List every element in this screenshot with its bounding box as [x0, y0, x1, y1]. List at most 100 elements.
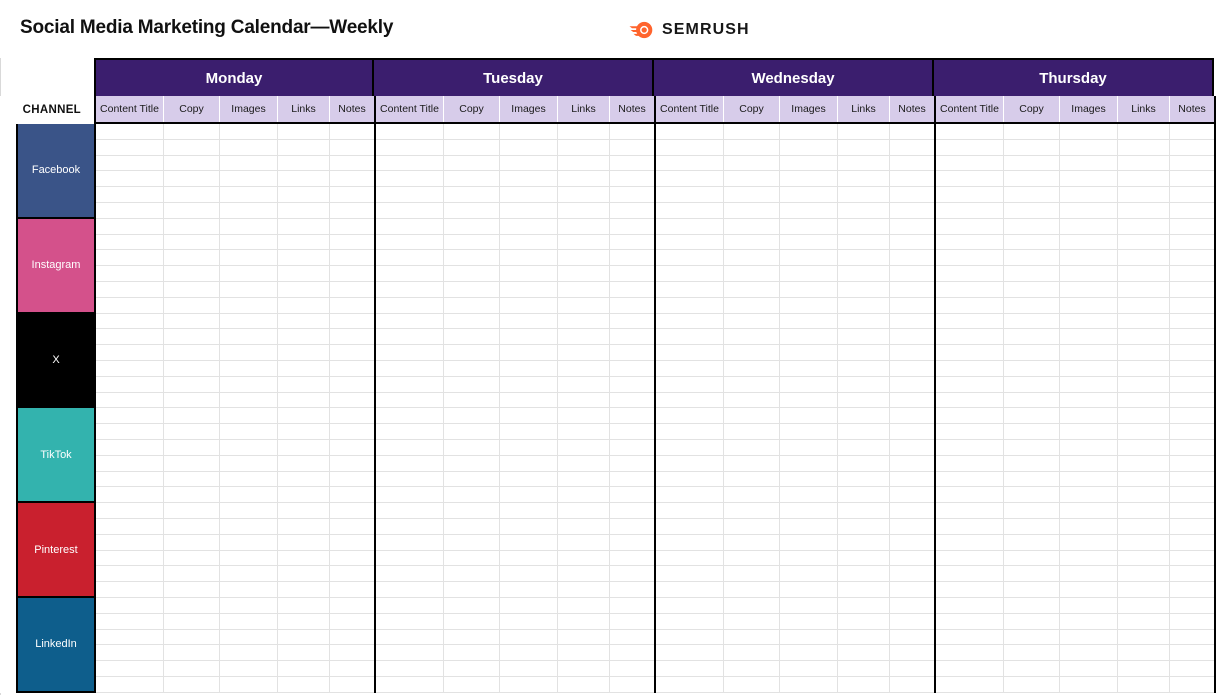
cell-linkedin-wednesday-content-title-1[interactable] — [656, 597, 724, 614]
cell-facebook-tuesday-images-2[interactable] — [500, 139, 558, 156]
cell-x-monday-notes-3[interactable] — [330, 345, 374, 361]
cell-tiktok-thursday-links-5[interactable] — [1118, 471, 1170, 488]
cell-instagram-thursday-content-title-3[interactable] — [936, 250, 1004, 267]
cell-linkedin-wednesday-images-2[interactable] — [780, 613, 838, 630]
cell-facebook-tuesday-copy-3[interactable] — [444, 155, 500, 172]
cell-x-wednesday-content-title-2[interactable] — [656, 329, 724, 346]
cell-x-tuesday-links-1[interactable] — [558, 313, 610, 330]
cell-instagram-monday-links-6[interactable] — [278, 297, 330, 314]
cell-instagram-wednesday-images-5[interactable] — [780, 281, 838, 298]
cell-instagram-wednesday-images-2[interactable] — [780, 234, 838, 251]
cell-pinterest-monday-content-title-6[interactable] — [96, 582, 164, 598]
cell-x-monday-notes-6[interactable] — [330, 392, 374, 409]
cell-x-monday-links-2[interactable] — [278, 329, 330, 346]
cell-linkedin-tuesday-notes-3[interactable] — [610, 629, 654, 646]
cell-facebook-wednesday-images-1[interactable] — [780, 124, 838, 140]
cell-tiktok-monday-links-1[interactable] — [278, 408, 330, 425]
cell-tiktok-wednesday-links-2[interactable] — [838, 424, 890, 440]
cell-pinterest-tuesday-images-6[interactable] — [500, 582, 558, 598]
cell-instagram-tuesday-content-title-5[interactable] — [376, 281, 444, 298]
cell-instagram-monday-images-2[interactable] — [220, 234, 278, 251]
cell-linkedin-wednesday-images-6[interactable] — [780, 676, 838, 693]
cell-linkedin-thursday-images-3[interactable] — [1060, 629, 1118, 646]
cell-x-tuesday-copy-3[interactable] — [444, 345, 500, 361]
cell-pinterest-thursday-images-5[interactable] — [1060, 566, 1118, 583]
cell-instagram-wednesday-links-4[interactable] — [838, 266, 890, 282]
cell-facebook-thursday-images-3[interactable] — [1060, 155, 1118, 172]
cell-instagram-monday-content-title-3[interactable] — [96, 250, 164, 267]
cell-linkedin-thursday-links-2[interactable] — [1118, 613, 1170, 630]
cell-x-wednesday-content-title-4[interactable] — [656, 360, 724, 377]
cell-pinterest-wednesday-notes-1[interactable] — [890, 503, 934, 519]
cell-tiktok-tuesday-images-1[interactable] — [500, 408, 558, 425]
cell-facebook-tuesday-images-6[interactable] — [500, 202, 558, 219]
cell-facebook-wednesday-links-3[interactable] — [838, 155, 890, 172]
cell-linkedin-tuesday-copy-2[interactable] — [444, 613, 500, 630]
cell-tiktok-monday-links-6[interactable] — [278, 487, 330, 504]
cell-x-monday-links-3[interactable] — [278, 345, 330, 361]
cell-pinterest-thursday-images-3[interactable] — [1060, 534, 1118, 551]
cell-pinterest-wednesday-copy-4[interactable] — [724, 550, 780, 567]
cell-facebook-wednesday-links-2[interactable] — [838, 139, 890, 156]
cell-pinterest-wednesday-copy-1[interactable] — [724, 503, 780, 519]
cell-pinterest-tuesday-notes-1[interactable] — [610, 503, 654, 519]
cell-linkedin-wednesday-notes-1[interactable] — [890, 597, 934, 614]
channel-label-instagram[interactable]: Instagram — [16, 218, 94, 314]
cell-facebook-monday-content-title-5[interactable] — [96, 187, 164, 203]
cell-facebook-thursday-content-title-5[interactable] — [936, 187, 1004, 203]
cell-instagram-wednesday-links-5[interactable] — [838, 281, 890, 298]
cell-tiktok-tuesday-links-4[interactable] — [558, 455, 610, 472]
cell-x-thursday-links-3[interactable] — [1118, 345, 1170, 361]
cell-instagram-monday-copy-4[interactable] — [164, 266, 220, 282]
cell-tiktok-thursday-images-3[interactable] — [1060, 439, 1118, 456]
cell-linkedin-wednesday-images-5[interactable] — [780, 661, 838, 677]
cell-pinterest-wednesday-content-title-5[interactable] — [656, 566, 724, 583]
cell-facebook-thursday-notes-1[interactable] — [1170, 124, 1214, 140]
cell-instagram-wednesday-content-title-2[interactable] — [656, 234, 724, 251]
cell-pinterest-tuesday-copy-3[interactable] — [444, 534, 500, 551]
cell-instagram-wednesday-images-1[interactable] — [780, 218, 838, 235]
cell-linkedin-tuesday-links-6[interactable] — [558, 676, 610, 693]
cell-pinterest-tuesday-notes-5[interactable] — [610, 566, 654, 583]
cell-pinterest-wednesday-content-title-6[interactable] — [656, 582, 724, 598]
cell-facebook-wednesday-links-5[interactable] — [838, 187, 890, 203]
cell-linkedin-wednesday-content-title-6[interactable] — [656, 676, 724, 693]
cell-facebook-monday-links-4[interactable] — [278, 171, 330, 188]
cell-linkedin-thursday-content-title-1[interactable] — [936, 597, 1004, 614]
cell-facebook-tuesday-copy-2[interactable] — [444, 139, 500, 156]
cell-tiktok-tuesday-notes-4[interactable] — [610, 455, 654, 472]
cell-facebook-wednesday-links-1[interactable] — [838, 124, 890, 140]
cell-facebook-tuesday-links-2[interactable] — [558, 139, 610, 156]
cell-facebook-thursday-notes-5[interactable] — [1170, 187, 1214, 203]
cell-instagram-thursday-images-1[interactable] — [1060, 218, 1118, 235]
cell-tiktok-thursday-copy-6[interactable] — [1004, 487, 1060, 504]
cell-instagram-thursday-copy-2[interactable] — [1004, 234, 1060, 251]
cell-pinterest-thursday-notes-1[interactable] — [1170, 503, 1214, 519]
cell-facebook-monday-content-title-4[interactable] — [96, 171, 164, 188]
cell-tiktok-monday-notes-5[interactable] — [330, 471, 374, 488]
cell-tiktok-tuesday-links-6[interactable] — [558, 487, 610, 504]
cell-linkedin-tuesday-images-3[interactable] — [500, 629, 558, 646]
cell-pinterest-monday-images-1[interactable] — [220, 503, 278, 519]
cell-tiktok-thursday-links-1[interactable] — [1118, 408, 1170, 425]
cell-x-thursday-images-5[interactable] — [1060, 376, 1118, 393]
cell-linkedin-wednesday-images-3[interactable] — [780, 629, 838, 646]
cell-linkedin-wednesday-links-2[interactable] — [838, 613, 890, 630]
cell-pinterest-wednesday-copy-5[interactable] — [724, 566, 780, 583]
cell-instagram-thursday-notes-3[interactable] — [1170, 250, 1214, 267]
cell-instagram-tuesday-content-title-4[interactable] — [376, 266, 444, 282]
cell-facebook-tuesday-notes-1[interactable] — [610, 124, 654, 140]
cell-tiktok-tuesday-content-title-2[interactable] — [376, 424, 444, 440]
cell-facebook-thursday-content-title-6[interactable] — [936, 202, 1004, 219]
cell-facebook-wednesday-content-title-1[interactable] — [656, 124, 724, 140]
cell-facebook-wednesday-copy-2[interactable] — [724, 139, 780, 156]
cell-x-monday-images-6[interactable] — [220, 392, 278, 409]
cell-x-wednesday-notes-5[interactable] — [890, 376, 934, 393]
cell-pinterest-monday-links-4[interactable] — [278, 550, 330, 567]
cell-linkedin-wednesday-links-6[interactable] — [838, 676, 890, 693]
cell-linkedin-tuesday-images-4[interactable] — [500, 645, 558, 662]
cell-pinterest-tuesday-content-title-5[interactable] — [376, 566, 444, 583]
cell-facebook-wednesday-images-2[interactable] — [780, 139, 838, 156]
cell-instagram-thursday-links-6[interactable] — [1118, 297, 1170, 314]
cell-linkedin-wednesday-content-title-5[interactable] — [656, 661, 724, 677]
